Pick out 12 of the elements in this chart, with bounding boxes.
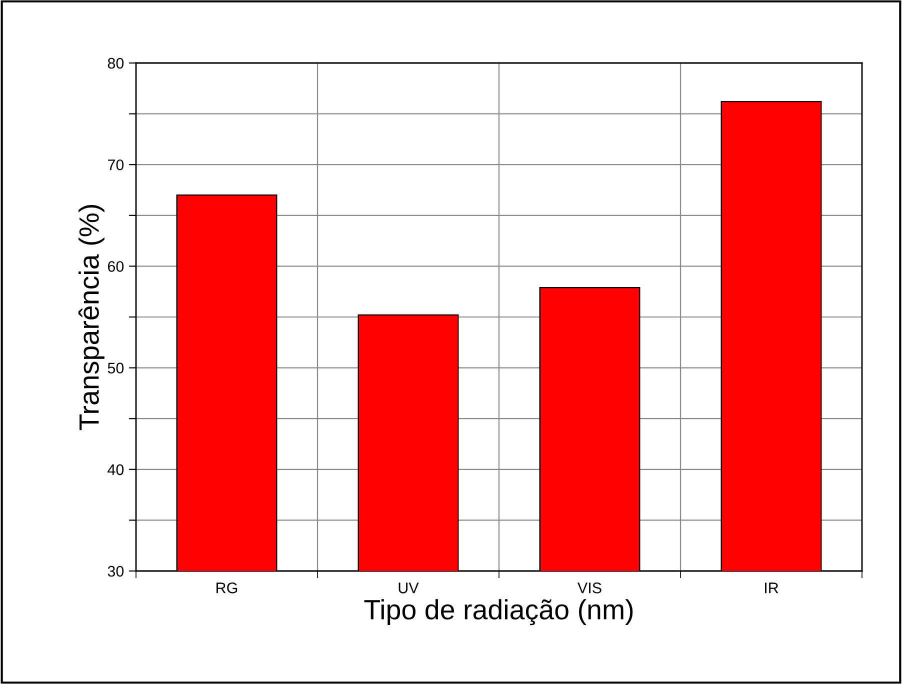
y-tick-label: 70: [108, 159, 124, 170]
x-tick-label: IR: [765, 582, 778, 594]
y-tick-label: 50: [108, 362, 124, 374]
y-tick-label: 80: [108, 58, 124, 69]
x-tick-label: UV: [398, 582, 419, 594]
y-axis-title: Transparência (%): [78, 205, 104, 430]
y-tick-label: 60: [108, 261, 124, 272]
y-tick-label: 40: [108, 464, 124, 476]
x-tick-label: VIS: [578, 582, 602, 594]
y-tick-label: 30: [108, 566, 124, 577]
x-axis-title: Tipo de radiação (nm): [364, 599, 633, 626]
x-tick-label: RG: [216, 582, 238, 594]
